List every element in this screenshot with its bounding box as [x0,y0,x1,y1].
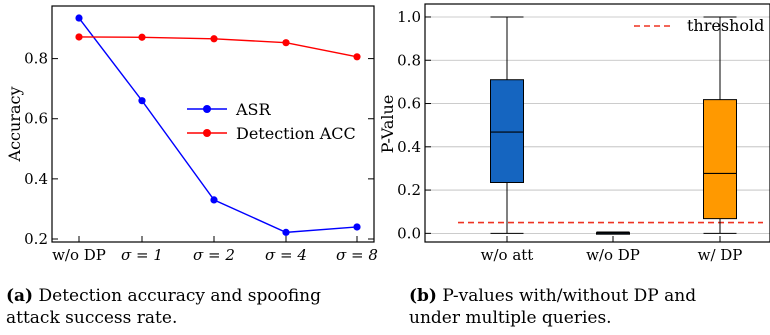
series-asr-point [353,223,361,231]
series-detection-acc-point [282,39,290,47]
box-w-dp [703,16,737,234]
chart-b-ytick-label: 0.2 [397,181,421,199]
caption-a-second-line: attack success rate. [6,308,178,328]
caption-a-label: (a) [6,286,34,306]
chart-b-ytick-label: 0.6 [397,95,421,113]
chart-a-ytick-label: 0.2 [24,230,48,248]
legend-asr-label: ASR [235,100,272,119]
series-asr-point [210,196,218,204]
series-detection-acc-line [78,36,358,58]
caption-a: (a) Detection accuracy and spoofing [6,285,321,307]
chart-a-ytick-label: 0.8 [24,50,48,68]
box-body [703,99,737,220]
chart-a-xtick-label: σ = 8 [336,246,378,264]
chart-b: 0.0 0.2 0.4 0.6 0.8 1.0 w/o att w/o DP w/ DP P-… [378,3,770,264]
caption-b: (b) P-values with/without DP and [409,285,770,307]
chart-a-legend: ASR Detection ACC [187,100,356,143]
series-detection-acc-point [138,33,146,41]
chart-b-xtick-label: w/o DP [586,246,640,264]
legend-detection-acc-marker [203,129,211,137]
series-detection-acc-point [210,35,218,43]
legend-detection-acc-label: Detection ACC [236,124,356,143]
legend-asr-marker [203,105,211,113]
chart-a-ytick-label: 0.4 [24,170,48,188]
chart-a-xtick-label: σ = 2 [193,246,235,264]
chart-b-xtick-label: w/ DP [698,246,743,264]
box-w-o-dp [596,231,630,235]
chart-a-frame [51,5,375,243]
caption-b-label: (b) [409,286,437,306]
series-asr-point [75,14,83,22]
chart-a-xtick-label: σ = 1 [121,246,163,264]
series-detection-acc-point [353,53,361,61]
series-asr-point [282,228,290,236]
chart-a-ylabel: Accuracy [5,87,24,163]
legend-threshold-label: threshold [687,16,764,35]
caption-b-second-line: under multiple queries. [409,308,612,328]
caption-a-line1: Detection accuracy and spoofing [38,286,322,306]
chart-b-ylabel: P-Value [378,95,397,154]
chart-a-xtick-label: σ = 4 [265,246,307,264]
series-detection-acc-point [75,33,83,41]
chart-b-frame [424,3,770,243]
chart-b-xtick-label: w/o att [481,246,534,264]
chart-a-ytick-label: 0.6 [24,110,48,128]
chart-b-ytick-label: 0.8 [397,51,421,69]
caption-b-line1: P-values with/without DP and [442,286,697,306]
chart-b-ytick-label: 0.4 [397,138,421,156]
chart-a-xtick-label: w/o DP [52,246,106,264]
chart-b-legend: threshold [634,16,764,35]
series-asr-point [138,97,146,105]
chart-b-ytick-label: 0.0 [397,224,421,242]
chart-b-ytick-label: 1.0 [397,8,421,26]
box-body [490,79,524,183]
box-w-o-att [490,16,524,234]
